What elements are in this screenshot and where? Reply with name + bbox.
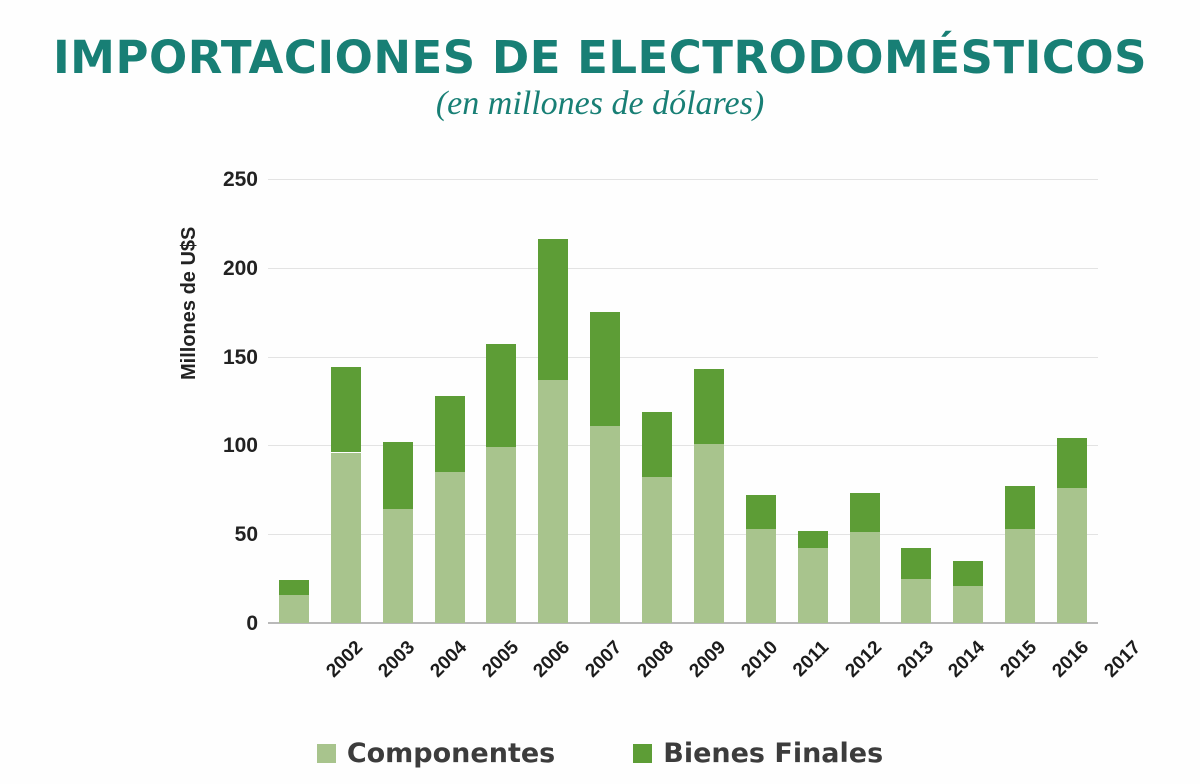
y-tick-label-200: 200 — [222, 256, 258, 280]
bar-segment-bienes-finales[interactable] — [486, 344, 517, 448]
y-tick-label-0: 0 — [246, 612, 258, 635]
bar-group[interactable] — [642, 0, 673, 623]
bar-segment-componentes[interactable] — [693, 443, 724, 623]
bar-segment-componentes[interactable] — [278, 594, 309, 623]
bar-segment-componentes[interactable] — [745, 528, 776, 623]
bar-segment-bienes-finales[interactable] — [901, 548, 932, 579]
y-tick-label-100: 100 — [222, 434, 258, 458]
bar-segment-bienes-finales[interactable] — [1057, 438, 1088, 488]
bar-segment-bienes-finales[interactable] — [642, 411, 673, 478]
gridline-200 — [268, 267, 1098, 269]
bar-segment-bienes-finales[interactable] — [330, 367, 361, 453]
bar-segment-bienes-finales[interactable] — [382, 441, 413, 510]
gridline-50 — [268, 534, 1098, 536]
bar-segment-componentes[interactable] — [642, 477, 673, 623]
bar-group[interactable] — [901, 0, 932, 623]
bar-segment-componentes[interactable] — [797, 548, 828, 623]
bar-segment-bienes-finales[interactable] — [745, 495, 776, 529]
bar-segment-componentes[interactable] — [382, 509, 413, 623]
legend-item-componentes[interactable]: Componentes — [316, 738, 556, 769]
x-tick-label-2017: 2017 — [1100, 637, 1146, 682]
gridline-100 — [268, 445, 1098, 447]
gridline-0 — [268, 622, 1098, 624]
bar-group[interactable] — [330, 0, 361, 623]
bar-segment-componentes[interactable] — [486, 447, 517, 623]
bar-segment-componentes[interactable] — [434, 472, 465, 623]
bar-group[interactable] — [849, 0, 880, 623]
bar-segment-componentes[interactable] — [1057, 488, 1088, 623]
bar-segment-bienes-finales[interactable] — [590, 312, 621, 426]
bar-group[interactable] — [278, 0, 309, 623]
bar-group[interactable] — [1057, 0, 1088, 623]
legend-item-bienes-finales[interactable]: Bienes Finales — [633, 738, 883, 769]
bar-group[interactable] — [797, 0, 828, 623]
y-tick-label-50: 50 — [234, 523, 258, 547]
bar-group[interactable] — [1005, 0, 1036, 623]
chart-legend: Componentes Bienes Finales — [0, 738, 1200, 769]
bar-segment-bienes-finales[interactable] — [538, 239, 569, 380]
bar-segment-componentes[interactable] — [590, 425, 621, 623]
chart-title: IMPORTACIONES DE ELECTRODOMÉSTICOS — [52, 31, 1148, 84]
bar-segment-bienes-finales[interactable] — [953, 560, 984, 586]
bar-segment-bienes-finales[interactable] — [797, 530, 828, 549]
bar-group[interactable] — [538, 0, 569, 623]
y-tick-label-250: 250 — [222, 168, 258, 191]
y-axis-title: Millones de U$S — [178, 226, 200, 380]
bar-series-container — [268, 0, 1098, 784]
bar-segment-bienes-finales[interactable] — [849, 493, 880, 533]
bar-segment-bienes-finales[interactable] — [693, 369, 724, 444]
bar-segment-componentes[interactable] — [953, 585, 984, 623]
bar-group[interactable] — [382, 0, 413, 623]
legend-swatch-icon — [633, 744, 653, 763]
bar-segment-componentes[interactable] — [330, 452, 361, 623]
bar-group[interactable] — [486, 0, 517, 623]
bar-group[interactable] — [693, 0, 724, 623]
bar-group[interactable] — [434, 0, 465, 623]
bar-segment-componentes[interactable] — [849, 532, 880, 623]
bar-segment-componentes[interactable] — [901, 578, 932, 623]
legend-label: Componentes — [346, 738, 556, 769]
gridline-250 — [268, 179, 1098, 180]
bar-segment-componentes[interactable] — [1005, 528, 1036, 623]
legend-swatch-icon — [316, 744, 336, 763]
bar-group[interactable] — [953, 0, 984, 623]
chart-subtitle: (en millones de dólares) — [435, 85, 765, 123]
bar-segment-bienes-finales[interactable] — [278, 580, 309, 595]
y-tick-label-150: 150 — [222, 345, 258, 369]
gridline-150 — [268, 356, 1098, 358]
bar-segment-bienes-finales[interactable] — [1005, 486, 1036, 529]
bar-segment-bienes-finales[interactable] — [434, 395, 465, 473]
chart-header: IMPORTACIONES DE ELECTRODOMÉSTICOS (en m… — [0, 34, 1200, 123]
bar-segment-componentes[interactable] — [538, 379, 569, 623]
legend-label: Bienes Finales — [663, 738, 884, 769]
bar-group[interactable] — [745, 0, 776, 623]
bar-group[interactable] — [590, 0, 621, 623]
